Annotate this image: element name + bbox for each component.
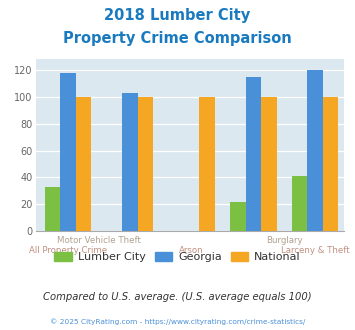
Bar <box>76 97 91 231</box>
Text: All Property Crime: All Property Crime <box>29 246 107 255</box>
Text: Arson: Arson <box>179 246 204 255</box>
Text: Property Crime Comparison: Property Crime Comparison <box>63 31 292 46</box>
Legend: Lumber City, Georgia, National: Lumber City, Georgia, National <box>50 248 305 267</box>
Bar <box>246 77 261 231</box>
Text: Larceny & Theft: Larceny & Theft <box>281 246 349 255</box>
Text: Compared to U.S. average. (U.S. average equals 100): Compared to U.S. average. (U.S. average … <box>43 292 312 302</box>
Text: Motor Vehicle Theft: Motor Vehicle Theft <box>57 236 141 245</box>
Bar <box>200 97 215 231</box>
Text: © 2025 CityRating.com - https://www.cityrating.com/crime-statistics/: © 2025 CityRating.com - https://www.city… <box>50 318 305 325</box>
Bar <box>60 73 76 231</box>
Bar <box>292 176 307 231</box>
Text: Burglary: Burglary <box>266 236 302 245</box>
Bar <box>261 97 277 231</box>
Bar <box>45 187 60 231</box>
Bar <box>122 93 138 231</box>
Text: 2018 Lumber City: 2018 Lumber City <box>104 8 251 23</box>
Bar <box>323 97 338 231</box>
Bar <box>307 70 323 231</box>
Bar <box>230 202 246 231</box>
Bar <box>138 97 153 231</box>
